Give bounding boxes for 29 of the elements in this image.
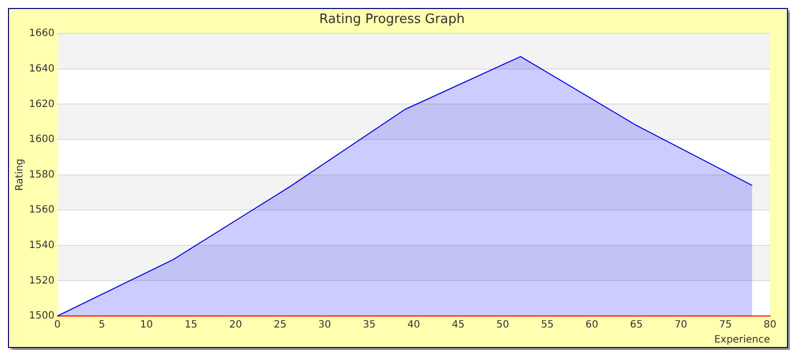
- x-tick-label: 35: [362, 320, 376, 331]
- x-tick-label: 50: [496, 320, 510, 331]
- x-tick-label: 60: [585, 320, 598, 331]
- y-tick-label: 1660: [28, 28, 54, 40]
- x-tick-label: 5: [98, 320, 106, 331]
- x-tick-label: 25: [274, 320, 286, 331]
- y-tick-label: 1520: [28, 275, 54, 286]
- x-tick-label: 40: [407, 320, 420, 331]
- y-axis-title: Rating: [14, 158, 26, 191]
- x-tick-label: 10: [140, 320, 153, 331]
- y-tick-label: 1500: [28, 310, 54, 322]
- chart-title: Rating Progress Graph: [319, 12, 465, 28]
- y-tick-label: 1600: [28, 134, 54, 146]
- x-tick-label: 15: [184, 320, 198, 331]
- y-tick-label: 1540: [28, 240, 54, 251]
- x-tick-label: 20: [229, 320, 242, 331]
- x-tick-label: 75: [719, 320, 732, 331]
- x-tick-label: 80: [764, 320, 776, 331]
- y-tick-label: 1640: [28, 63, 54, 74]
- y-tick-label: 1620: [28, 98, 54, 110]
- x-tick-label: 70: [674, 320, 688, 331]
- x-tick-label: 55: [540, 320, 554, 331]
- x-tick-label: 0: [54, 320, 61, 331]
- y-tick-label: 1560: [28, 204, 54, 216]
- x-tick-label: 30: [318, 320, 332, 331]
- x-tick-label: 65: [630, 320, 643, 331]
- x-tick-label: 45: [452, 320, 465, 331]
- x-axis-title: Experience: [714, 334, 770, 346]
- y-tick-label: 1580: [28, 169, 54, 180]
